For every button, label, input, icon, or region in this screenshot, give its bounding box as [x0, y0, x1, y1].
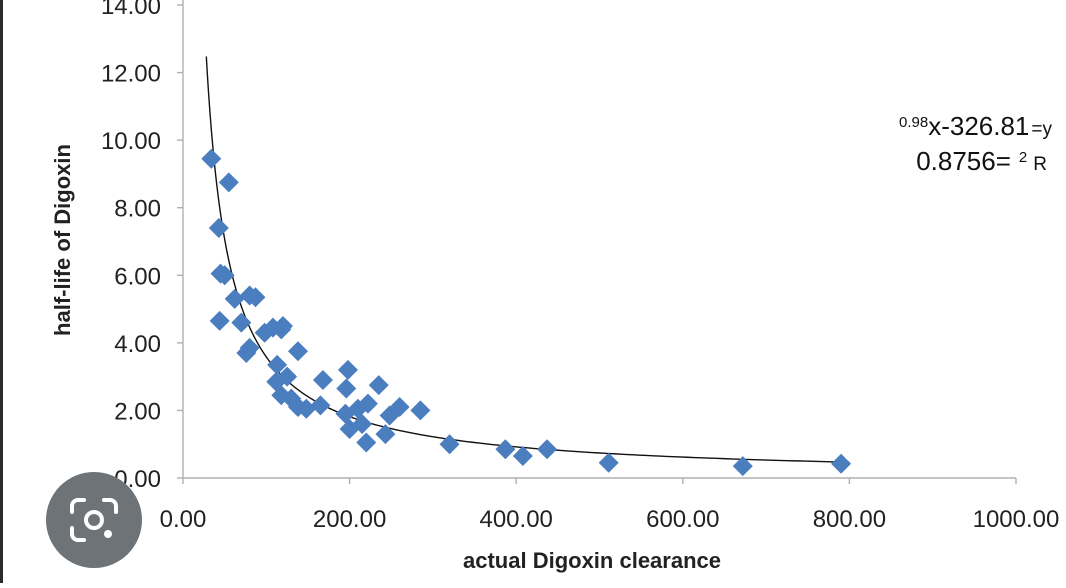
data-point [218, 172, 239, 193]
data-point [310, 395, 331, 416]
equation-annotation: 0.98x-326.81 =y 0.8756= 2 R [899, 111, 1052, 176]
r-squared-suffix: R [1033, 154, 1047, 175]
trendline [205, 56, 850, 463]
x-tick-label: 600.00 [646, 506, 719, 533]
y-tick-label: 2.00 [114, 398, 161, 425]
data-point [287, 341, 308, 362]
data-point [375, 424, 396, 445]
x-tick-label: 400.00 [479, 506, 552, 533]
data-point [201, 148, 222, 169]
window-edge [0, 0, 3, 583]
data-point [208, 217, 229, 238]
equation-suffix: =y [1031, 119, 1052, 140]
r-squared-superscript: 2 [1019, 149, 1027, 166]
data-point [357, 393, 378, 414]
data-point [337, 359, 358, 380]
x-tick-labels: 0.00 200.00 400.00 600.00 800.00 1000.00 [160, 506, 1060, 533]
y-tick-label: 12.00 [101, 61, 161, 88]
lens-icon [70, 498, 118, 542]
data-point [439, 434, 460, 455]
data-point [231, 312, 252, 333]
data-point [598, 452, 619, 473]
svg-text:0.8756=2R: 0.8756= 2 R [916, 146, 1047, 176]
data-point [512, 446, 533, 467]
axis-lines [177, 0, 1017, 484]
x-tick-label: 0.00 [160, 506, 207, 533]
data-points [201, 148, 852, 477]
y-tick-label: 6.00 [114, 263, 161, 290]
y-tick-label: 8.00 [114, 196, 161, 223]
data-point [336, 378, 357, 399]
data-point [495, 439, 516, 460]
data-point [831, 453, 852, 474]
data-point [368, 375, 389, 396]
data-point [296, 398, 317, 419]
y-tick-label: 4.00 [114, 331, 161, 358]
x-tick-label: 200.00 [313, 506, 386, 533]
data-point [537, 439, 558, 460]
data-point [312, 370, 333, 391]
svg-text:0.98x-326.81=y: 0.98x-326.81 =y [899, 111, 1052, 141]
plot-area: 0.00 200.00 400.00 600.00 800.00 1000.00 0.00… [101, 0, 1059, 533]
equation-exponent: 0.98 [899, 114, 928, 131]
data-point [352, 413, 373, 434]
equation-body: x-326.81 [928, 111, 1029, 141]
r-squared-value: 0.8756= [916, 146, 1011, 176]
data-point [356, 432, 377, 453]
y-tick-label: 10.00 [101, 128, 161, 155]
x-tick-label: 800.00 [813, 506, 886, 533]
x-axis-label: actual Digoxin clearance [463, 548, 721, 573]
data-point [389, 397, 410, 418]
data-point [271, 319, 292, 340]
y-tick-label: 14.00 [101, 0, 161, 20]
data-point [239, 337, 260, 358]
lens-button[interactable] [46, 472, 142, 568]
data-point [214, 265, 235, 286]
data-point [224, 288, 245, 309]
y-axis-label: half-life of Digoxin [50, 144, 75, 336]
data-point [245, 287, 266, 308]
data-point [267, 354, 288, 375]
data-point [410, 400, 431, 421]
x-tick-label: 1000.00 [973, 506, 1060, 533]
data-point [732, 456, 753, 477]
data-point [209, 310, 230, 331]
